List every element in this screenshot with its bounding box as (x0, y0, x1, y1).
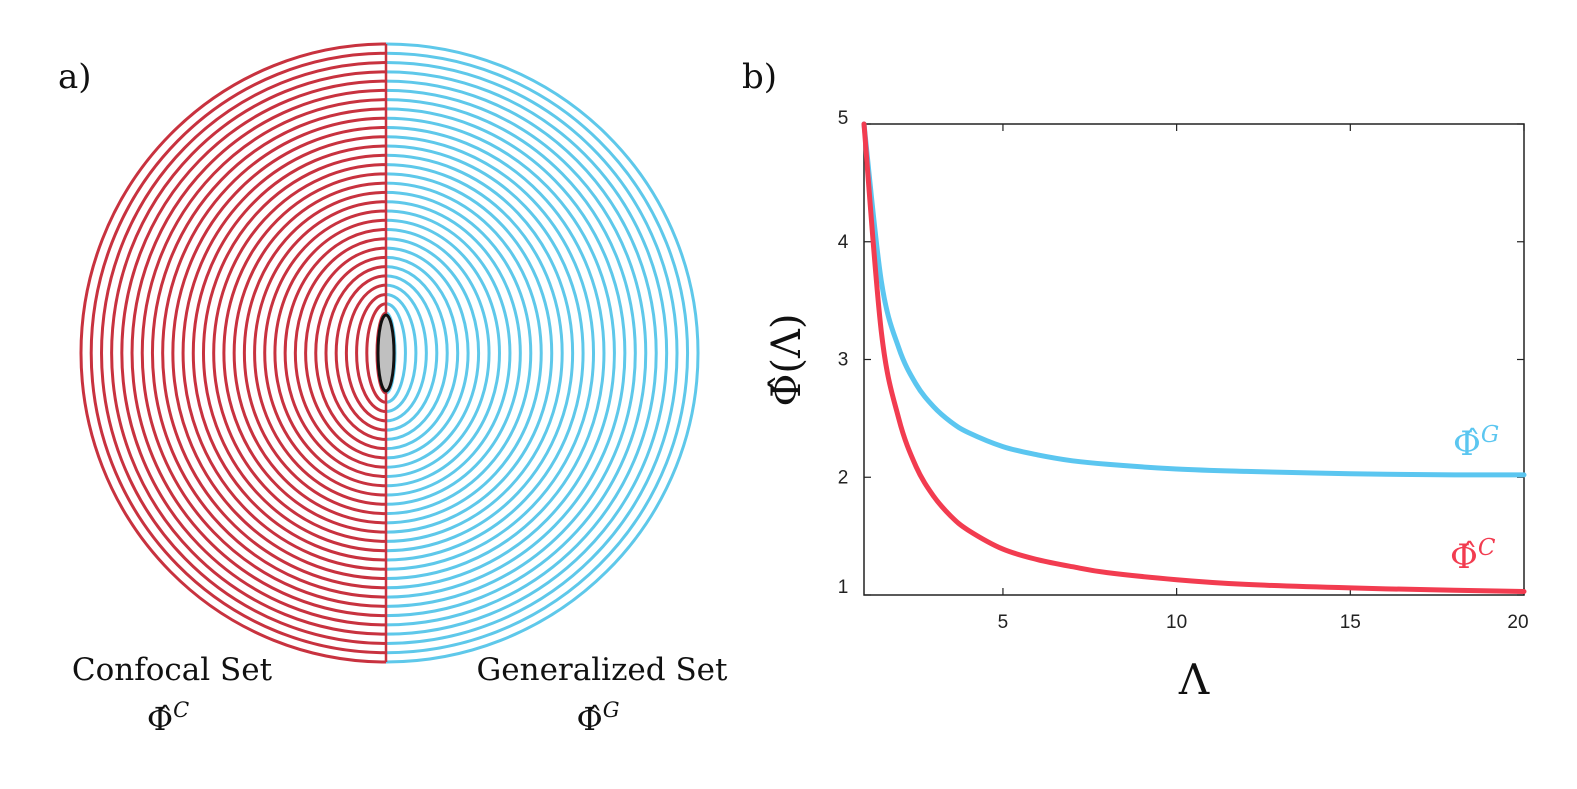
series-label-sup: G (1481, 422, 1499, 448)
series-label-1: Φ̂C (1450, 535, 1496, 577)
confocal-arc (191, 144, 387, 562)
confocal-arc (79, 42, 387, 664)
confocal-arcs (79, 42, 387, 664)
generalized-arc (385, 255, 459, 451)
confocal-arc (293, 237, 387, 469)
panel-a-label: a) (58, 57, 92, 97)
confocal-arc (120, 79, 387, 627)
generalized-arc (385, 79, 658, 627)
confocal-arc (242, 190, 387, 516)
generalized-arc (385, 107, 627, 599)
x-tick-label: 15 (1340, 612, 1361, 633)
generalized-arc (385, 190, 533, 516)
confocal-arc (344, 283, 387, 423)
confocal-arc (232, 181, 387, 525)
generalized-phi: Φ̂ (576, 700, 602, 738)
confocal-arc (140, 98, 387, 608)
x-tick-label: 20 (1507, 612, 1528, 633)
panel-b-label: b) (742, 57, 777, 97)
generalized-arc (385, 88, 647, 618)
confocal-symbol: Φ̂C (147, 698, 189, 738)
y-tick-label: 2 (838, 467, 849, 488)
generalized-arc (385, 302, 407, 404)
generalized-arc (385, 218, 501, 488)
series-label-0: Φ̂G (1453, 422, 1499, 464)
confocal-arc (304, 246, 387, 460)
x-axis-label: Λ (1178, 655, 1210, 704)
generalized-arc (385, 61, 679, 645)
confocal-arc (314, 255, 387, 451)
y-tick-label: 1 (838, 577, 849, 598)
y-tick-label: 3 (838, 350, 849, 371)
generalized-arc (385, 163, 564, 543)
series-labels: Φ̂GΦ̂C (1450, 422, 1499, 577)
focal-ellipse (376, 313, 396, 393)
series-line-0 (861, 121, 1527, 478)
generalized-arc (385, 246, 470, 460)
generalized-arcs (385, 42, 700, 664)
panel-a: a) Confocal Set Φ̂C Generalized Set Φ̂G (58, 42, 729, 738)
confocal-arc (151, 107, 387, 599)
generalized-arc (385, 51, 690, 655)
generalized-arc (385, 144, 585, 562)
y-tick-label: 4 (838, 232, 849, 253)
generalized-arc (385, 228, 491, 478)
generalized-arc (385, 274, 439, 432)
generalized-sup: G (603, 698, 620, 722)
confocal-caption: Confocal Set (72, 652, 273, 688)
series-label-sup: C (1478, 535, 1496, 561)
confocal-arc (181, 135, 387, 571)
confocal-arc (171, 125, 387, 581)
series-line-1 (861, 121, 1527, 594)
generalized-arc (385, 172, 554, 534)
confocal-arc (110, 70, 387, 636)
generalized-arc (385, 265, 449, 441)
generalized-arc (385, 125, 606, 581)
confocal-arc (89, 51, 387, 655)
confocal-arc (212, 163, 387, 543)
generalized-arc (385, 135, 596, 571)
generalized-arc (385, 283, 428, 423)
confocal-arc (201, 153, 387, 553)
series-label-symbol: Φ̂ (1450, 537, 1478, 577)
confocal-arc (222, 172, 387, 534)
x-tick-label: 5 (998, 612, 1009, 633)
generalized-caption: Generalized Set (477, 652, 729, 688)
generalized-arc (385, 237, 481, 469)
generalized-symbol: Φ̂G (576, 698, 619, 738)
generalized-arc (385, 209, 512, 497)
y-tick-label: 5 (838, 108, 849, 129)
confocal-arc (273, 218, 387, 488)
generalized-arc (385, 116, 616, 590)
confocal-arc (161, 116, 387, 590)
generalized-arc (385, 153, 575, 553)
confocal-arc (365, 302, 387, 404)
series-label-symbol: Φ̂ (1453, 424, 1481, 464)
axis-ticks: 5 10 15 20 1 2 3 4 5 (838, 108, 1529, 633)
generalized-arc (385, 292, 418, 414)
confocal-phi: Φ̂ (147, 700, 173, 738)
confocal-arc (283, 228, 387, 478)
confocal-sup: C (173, 698, 189, 722)
generalized-arc (385, 200, 522, 506)
series-lines (861, 121, 1527, 594)
generalized-arc (385, 98, 637, 608)
confocal-arc (253, 200, 387, 506)
confocal-arc (355, 292, 387, 414)
confocal-arc (324, 265, 387, 441)
generalized-arc (385, 181, 543, 525)
confocal-arc (263, 209, 387, 497)
confocal-arc (334, 274, 387, 432)
confocal-arc (99, 61, 387, 645)
generalized-arc (385, 70, 669, 636)
y-axis-label: Φ̂(Λ) (764, 314, 810, 407)
generalized-arc (385, 42, 700, 664)
x-tick-label: 10 (1166, 612, 1187, 633)
confocal-arc (130, 88, 387, 618)
